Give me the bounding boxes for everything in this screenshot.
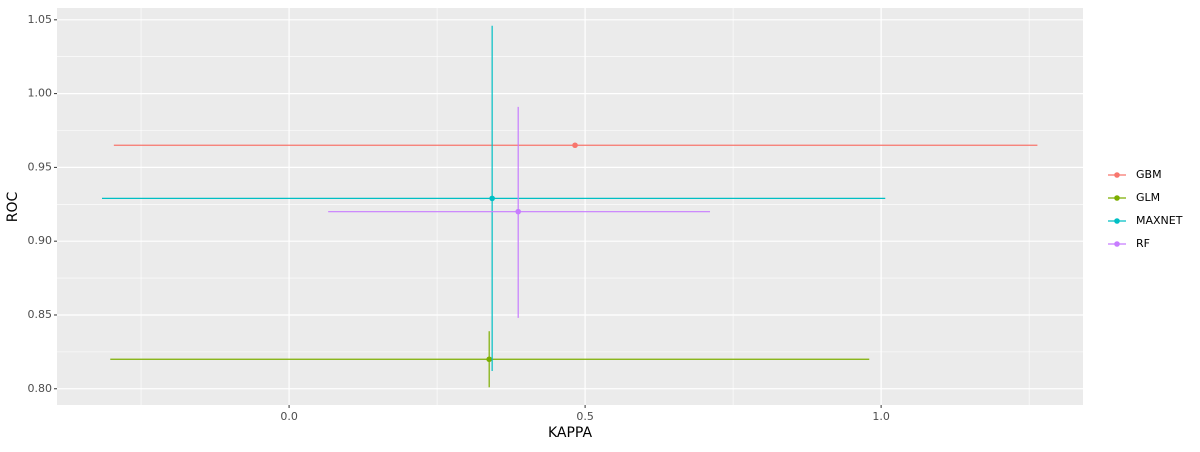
legend-label: RF (1136, 237, 1150, 250)
legend-label: MAXNET (1136, 214, 1183, 227)
y-tick-label: 0.95 (28, 160, 53, 173)
y-tick-label: 1.05 (28, 13, 53, 26)
legend-key-point (1114, 195, 1120, 201)
point (515, 208, 521, 215)
x-axis-title: KAPPA (548, 425, 593, 441)
y-tick-label: 1.00 (28, 87, 53, 100)
x-tick-label: 0.5 (576, 410, 594, 423)
x-tick-label: 0.0 (280, 410, 298, 423)
marks (101, 25, 1038, 388)
legend-label: GBM (1136, 168, 1162, 181)
point (572, 142, 578, 149)
panel (57, 8, 1083, 405)
y-tick-label: 0.90 (28, 234, 53, 247)
grid (57, 8, 1083, 405)
legend-key-point (1114, 172, 1120, 178)
legend-key-point (1114, 241, 1120, 247)
y-axis-title: ROC (5, 192, 21, 223)
point (489, 195, 495, 202)
y-tick-label: 0.85 (28, 308, 53, 321)
legend-key-point (1114, 218, 1120, 224)
x-tick-label: 1.0 (872, 410, 890, 423)
point (486, 356, 492, 363)
y-tick-label: 0.80 (28, 382, 53, 395)
legend-label: GLM (1136, 191, 1160, 204)
